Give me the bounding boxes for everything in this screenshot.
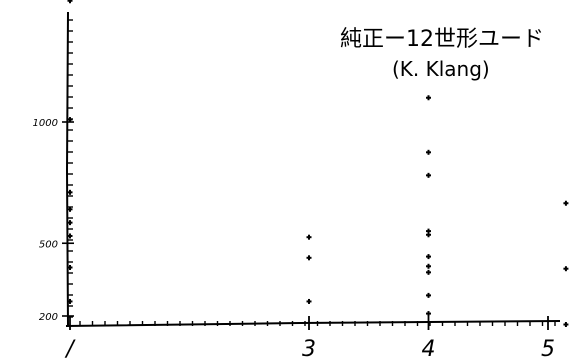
data-point — [67, 117, 73, 123]
data-point — [426, 254, 431, 260]
data-point — [426, 292, 431, 298]
data-point — [426, 311, 431, 317]
data-point — [426, 95, 431, 101]
y-axis-line — [65, 11, 69, 327]
data-point — [67, 233, 73, 239]
data-point — [67, 0, 73, 4]
y-tick-label: 500 — [39, 239, 58, 250]
axes — [62, 11, 561, 330]
y-tick-label: 1000 — [33, 118, 58, 129]
data-point — [426, 269, 431, 275]
y-tick-label: 200 — [39, 312, 58, 323]
data-points — [67, 0, 569, 327]
data-point — [426, 149, 431, 155]
data-point — [563, 321, 569, 327]
x-axis-line — [65, 320, 561, 327]
tick-labels: 200 500 1000 / 3 4 5 — [33, 118, 555, 360]
data-point — [67, 220, 73, 226]
x-tick-label: / — [64, 337, 76, 360]
chart-subtitle: (K. Klang) — [392, 57, 490, 81]
data-point — [67, 265, 73, 270]
data-point — [563, 200, 569, 206]
data-point — [306, 298, 312, 304]
data-point — [67, 298, 73, 304]
data-point — [306, 234, 312, 240]
chart-title: 純正ー12世形ユード — [340, 27, 544, 52]
x-tick-label: 3 — [302, 337, 316, 360]
data-point — [67, 206, 73, 212]
x-tick-label: 4 — [422, 337, 436, 360]
data-point — [426, 172, 431, 178]
x-tick-label: 5 — [541, 337, 555, 360]
chart-title-group: 純正ー12世形ユード (K. Klang) — [340, 27, 544, 81]
data-point — [563, 266, 569, 272]
data-point — [306, 255, 312, 261]
data-point — [426, 232, 431, 238]
data-point — [67, 189, 73, 195]
data-point — [426, 263, 431, 269]
